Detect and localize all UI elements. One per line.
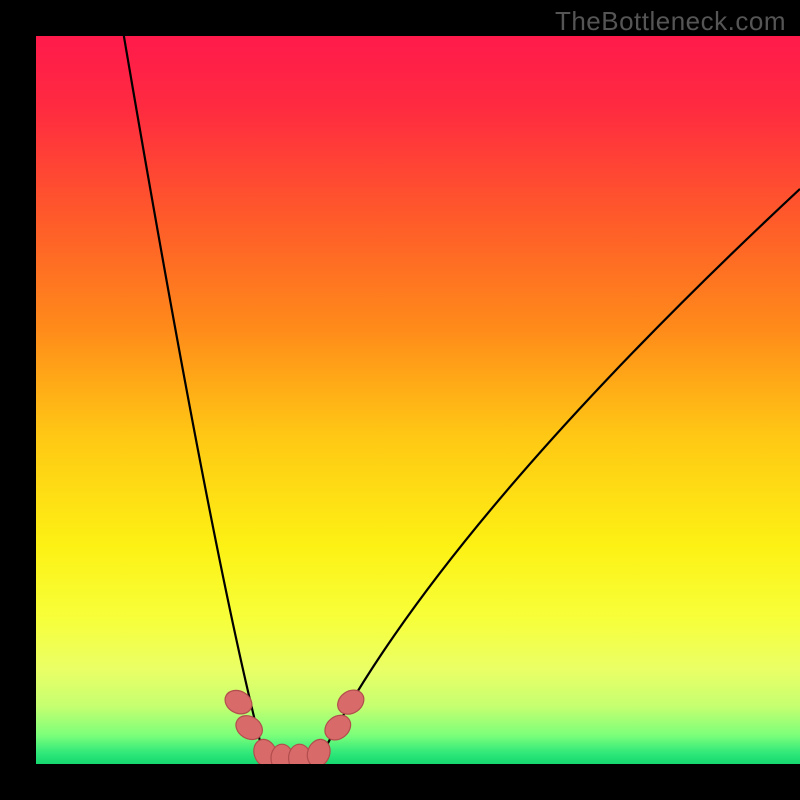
curve-bead <box>320 710 356 745</box>
watermark-text: TheBottleneck.com <box>555 6 786 37</box>
chart-svg <box>36 36 800 764</box>
plot-area <box>36 36 800 764</box>
curve-bead <box>221 686 256 719</box>
bottleneck-curve <box>124 36 800 761</box>
curve-bead <box>333 685 369 719</box>
